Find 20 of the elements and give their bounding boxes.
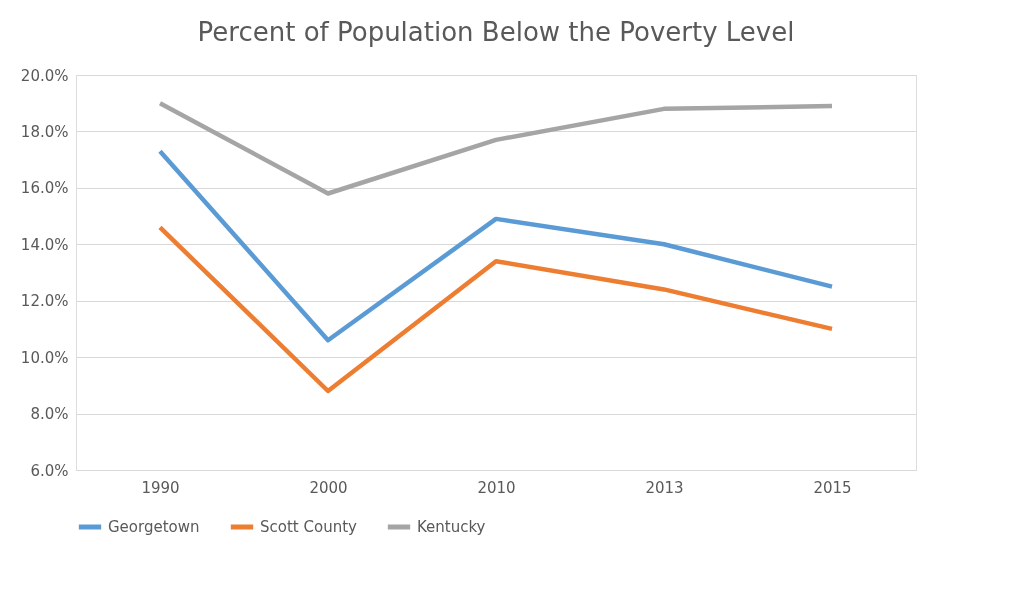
line-series (157, 225, 835, 394)
chart-title: Percent of Population Below the Poverty Level (197, 17, 795, 47)
y-tick-label: 20.0% (20, 66, 69, 85)
y-tick-label: 12.0% (20, 292, 69, 311)
legend-label: Kentucky (417, 518, 486, 536)
x-tick-label: 1990 (141, 478, 180, 497)
y-tick-label: 14.0% (20, 235, 69, 254)
x-tick-label: 2010 (477, 478, 516, 497)
x-tick-label: 2013 (645, 478, 684, 497)
x-tick-label: 2015 (813, 478, 852, 497)
y-tick-label: 16.0% (20, 179, 69, 198)
line-series (157, 148, 835, 343)
line-series (157, 100, 835, 196)
y-tick-label: 8.0% (30, 405, 69, 424)
legend-label: Scott County (260, 518, 358, 536)
x-tick-label: 2000 (309, 478, 348, 497)
legend-label: Georgetown (108, 518, 200, 536)
y-tick-label: 10.0% (20, 348, 69, 367)
y-tick-label: 18.0% (20, 122, 69, 141)
y-tick-label: 6.0% (30, 461, 69, 480)
